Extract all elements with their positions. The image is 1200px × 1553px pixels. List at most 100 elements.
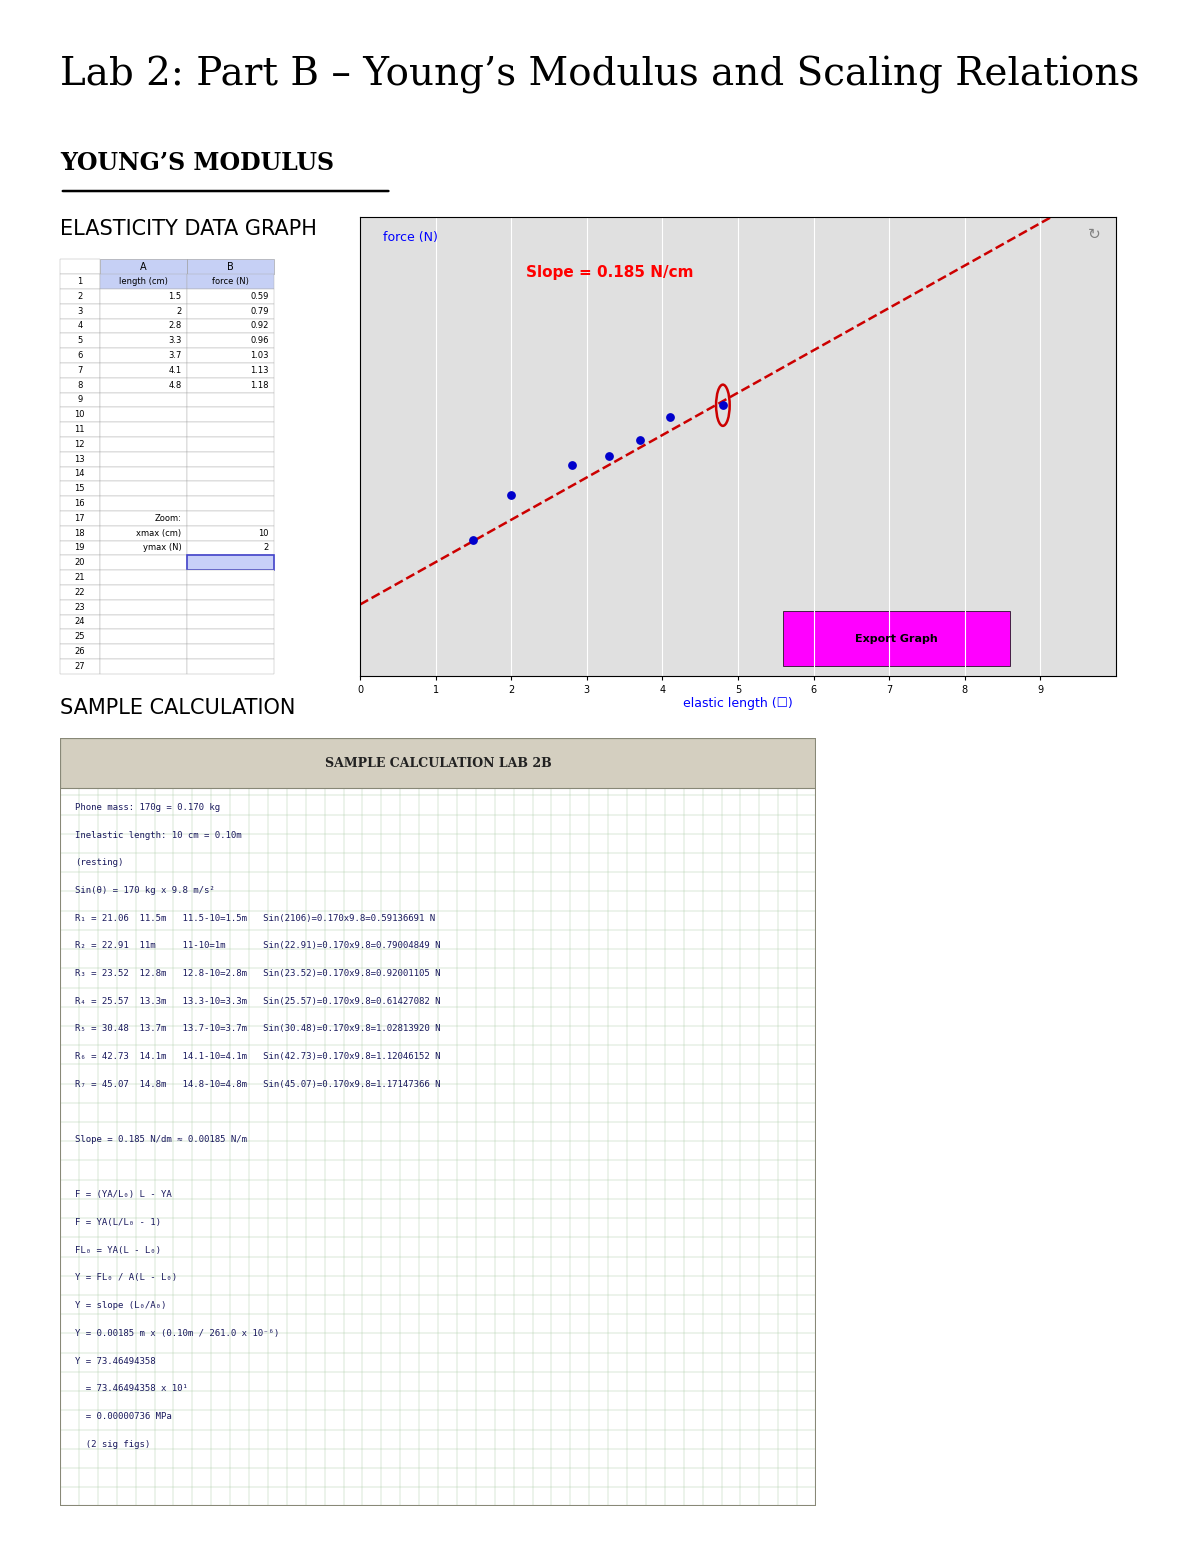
Point bbox=[562, 452, 581, 477]
Text: 20: 20 bbox=[74, 558, 85, 567]
FancyBboxPatch shape bbox=[100, 334, 187, 348]
FancyBboxPatch shape bbox=[100, 629, 187, 644]
FancyBboxPatch shape bbox=[60, 738, 816, 787]
FancyBboxPatch shape bbox=[60, 275, 100, 289]
FancyBboxPatch shape bbox=[100, 259, 187, 275]
FancyBboxPatch shape bbox=[187, 599, 274, 615]
Text: 3.3: 3.3 bbox=[168, 337, 181, 345]
FancyBboxPatch shape bbox=[100, 615, 187, 629]
FancyBboxPatch shape bbox=[187, 585, 274, 599]
FancyBboxPatch shape bbox=[100, 495, 187, 511]
FancyBboxPatch shape bbox=[100, 318, 187, 334]
Text: 24: 24 bbox=[74, 618, 85, 626]
Text: 4.8: 4.8 bbox=[168, 380, 181, 390]
Text: length (cm): length (cm) bbox=[119, 276, 168, 286]
FancyBboxPatch shape bbox=[60, 658, 100, 674]
FancyBboxPatch shape bbox=[187, 452, 274, 466]
Text: 16: 16 bbox=[74, 499, 85, 508]
FancyBboxPatch shape bbox=[187, 275, 274, 289]
FancyBboxPatch shape bbox=[187, 644, 274, 658]
FancyBboxPatch shape bbox=[187, 393, 274, 407]
Text: 26: 26 bbox=[74, 648, 85, 655]
FancyBboxPatch shape bbox=[60, 526, 100, 540]
Text: Phone mass: 170g = 0.170 kg: Phone mass: 170g = 0.170 kg bbox=[76, 803, 221, 812]
FancyBboxPatch shape bbox=[100, 304, 187, 318]
FancyBboxPatch shape bbox=[187, 318, 274, 334]
FancyBboxPatch shape bbox=[100, 585, 187, 599]
FancyBboxPatch shape bbox=[100, 466, 187, 481]
FancyBboxPatch shape bbox=[60, 348, 100, 363]
Text: (2 sig figs): (2 sig figs) bbox=[76, 1440, 150, 1449]
FancyBboxPatch shape bbox=[60, 422, 100, 436]
FancyBboxPatch shape bbox=[187, 259, 274, 275]
Point bbox=[502, 481, 521, 506]
FancyBboxPatch shape bbox=[187, 495, 274, 511]
Text: 0.92: 0.92 bbox=[250, 321, 269, 331]
Text: 2: 2 bbox=[77, 292, 83, 301]
Text: = 0.00000736 MPa: = 0.00000736 MPa bbox=[76, 1412, 172, 1421]
FancyBboxPatch shape bbox=[100, 481, 187, 495]
Text: 27: 27 bbox=[74, 662, 85, 671]
FancyBboxPatch shape bbox=[187, 363, 274, 377]
Text: 5: 5 bbox=[77, 337, 83, 345]
Text: R₂ = 22.91  11m     11-10=1m       Sin(22.91)=0.170x9.8=0.79004849 N: R₂ = 22.91 11m 11-10=1m Sin(22.91)=0.170… bbox=[76, 941, 440, 950]
Text: B: B bbox=[227, 262, 234, 272]
Text: R₅ = 30.48  13.7m   13.7-10=3.7m   Sin(30.48)=0.170x9.8=1.02813920 N: R₅ = 30.48 13.7m 13.7-10=3.7m Sin(30.48)… bbox=[76, 1025, 440, 1033]
FancyBboxPatch shape bbox=[100, 511, 187, 526]
Text: 10: 10 bbox=[74, 410, 85, 419]
Text: ymax (N): ymax (N) bbox=[143, 544, 181, 553]
FancyBboxPatch shape bbox=[187, 377, 274, 393]
FancyBboxPatch shape bbox=[60, 452, 100, 466]
Text: Export Graph: Export Graph bbox=[856, 634, 938, 644]
FancyBboxPatch shape bbox=[187, 348, 274, 363]
Point bbox=[660, 404, 679, 429]
Text: 6: 6 bbox=[77, 351, 83, 360]
FancyBboxPatch shape bbox=[100, 658, 187, 674]
FancyBboxPatch shape bbox=[187, 615, 274, 629]
Text: 1.5: 1.5 bbox=[168, 292, 181, 301]
Text: 2: 2 bbox=[176, 306, 181, 315]
Text: 1.13: 1.13 bbox=[250, 367, 269, 374]
FancyBboxPatch shape bbox=[100, 275, 187, 289]
Text: Sin(θ) = 170 kg x 9.8 m/s²: Sin(θ) = 170 kg x 9.8 m/s² bbox=[76, 887, 215, 895]
FancyBboxPatch shape bbox=[60, 599, 100, 615]
Text: xmax (cm): xmax (cm) bbox=[137, 528, 181, 537]
Point bbox=[600, 443, 619, 467]
FancyBboxPatch shape bbox=[60, 393, 100, 407]
FancyBboxPatch shape bbox=[60, 511, 100, 526]
Text: SAMPLE CALCULATION LAB 2B: SAMPLE CALCULATION LAB 2B bbox=[325, 756, 551, 770]
FancyBboxPatch shape bbox=[60, 615, 100, 629]
Text: ↻: ↻ bbox=[1088, 227, 1100, 242]
Text: Y = 0.00185 m x (0.10m / 261.0 x 10⁻⁶): Y = 0.00185 m x (0.10m / 261.0 x 10⁻⁶) bbox=[76, 1329, 280, 1337]
FancyBboxPatch shape bbox=[60, 407, 100, 422]
Text: 3: 3 bbox=[77, 306, 83, 315]
FancyBboxPatch shape bbox=[100, 452, 187, 466]
FancyBboxPatch shape bbox=[187, 407, 274, 422]
Text: Slope = 0.185 N/cm: Slope = 0.185 N/cm bbox=[527, 266, 694, 280]
FancyBboxPatch shape bbox=[60, 289, 100, 304]
Text: 8: 8 bbox=[77, 380, 83, 390]
FancyBboxPatch shape bbox=[60, 304, 100, 318]
Text: 10: 10 bbox=[258, 528, 269, 537]
Text: 11: 11 bbox=[74, 426, 85, 433]
Text: A: A bbox=[140, 262, 146, 272]
FancyBboxPatch shape bbox=[100, 393, 187, 407]
Text: ELASTICITY DATA GRAPH: ELASTICITY DATA GRAPH bbox=[60, 219, 317, 239]
Text: 2: 2 bbox=[263, 544, 269, 553]
FancyBboxPatch shape bbox=[100, 407, 187, 422]
FancyBboxPatch shape bbox=[100, 599, 187, 615]
Text: 13: 13 bbox=[74, 455, 85, 464]
Text: 2.8: 2.8 bbox=[168, 321, 181, 331]
Text: 3.7: 3.7 bbox=[168, 351, 181, 360]
Text: force (N): force (N) bbox=[212, 276, 248, 286]
Text: 18: 18 bbox=[74, 528, 85, 537]
Text: 4: 4 bbox=[77, 321, 83, 331]
Text: 0.79: 0.79 bbox=[250, 306, 269, 315]
FancyBboxPatch shape bbox=[187, 304, 274, 318]
FancyBboxPatch shape bbox=[60, 481, 100, 495]
FancyBboxPatch shape bbox=[60, 466, 100, 481]
FancyBboxPatch shape bbox=[100, 422, 187, 436]
FancyBboxPatch shape bbox=[187, 436, 274, 452]
Text: force (N): force (N) bbox=[383, 231, 438, 244]
FancyBboxPatch shape bbox=[60, 318, 100, 334]
